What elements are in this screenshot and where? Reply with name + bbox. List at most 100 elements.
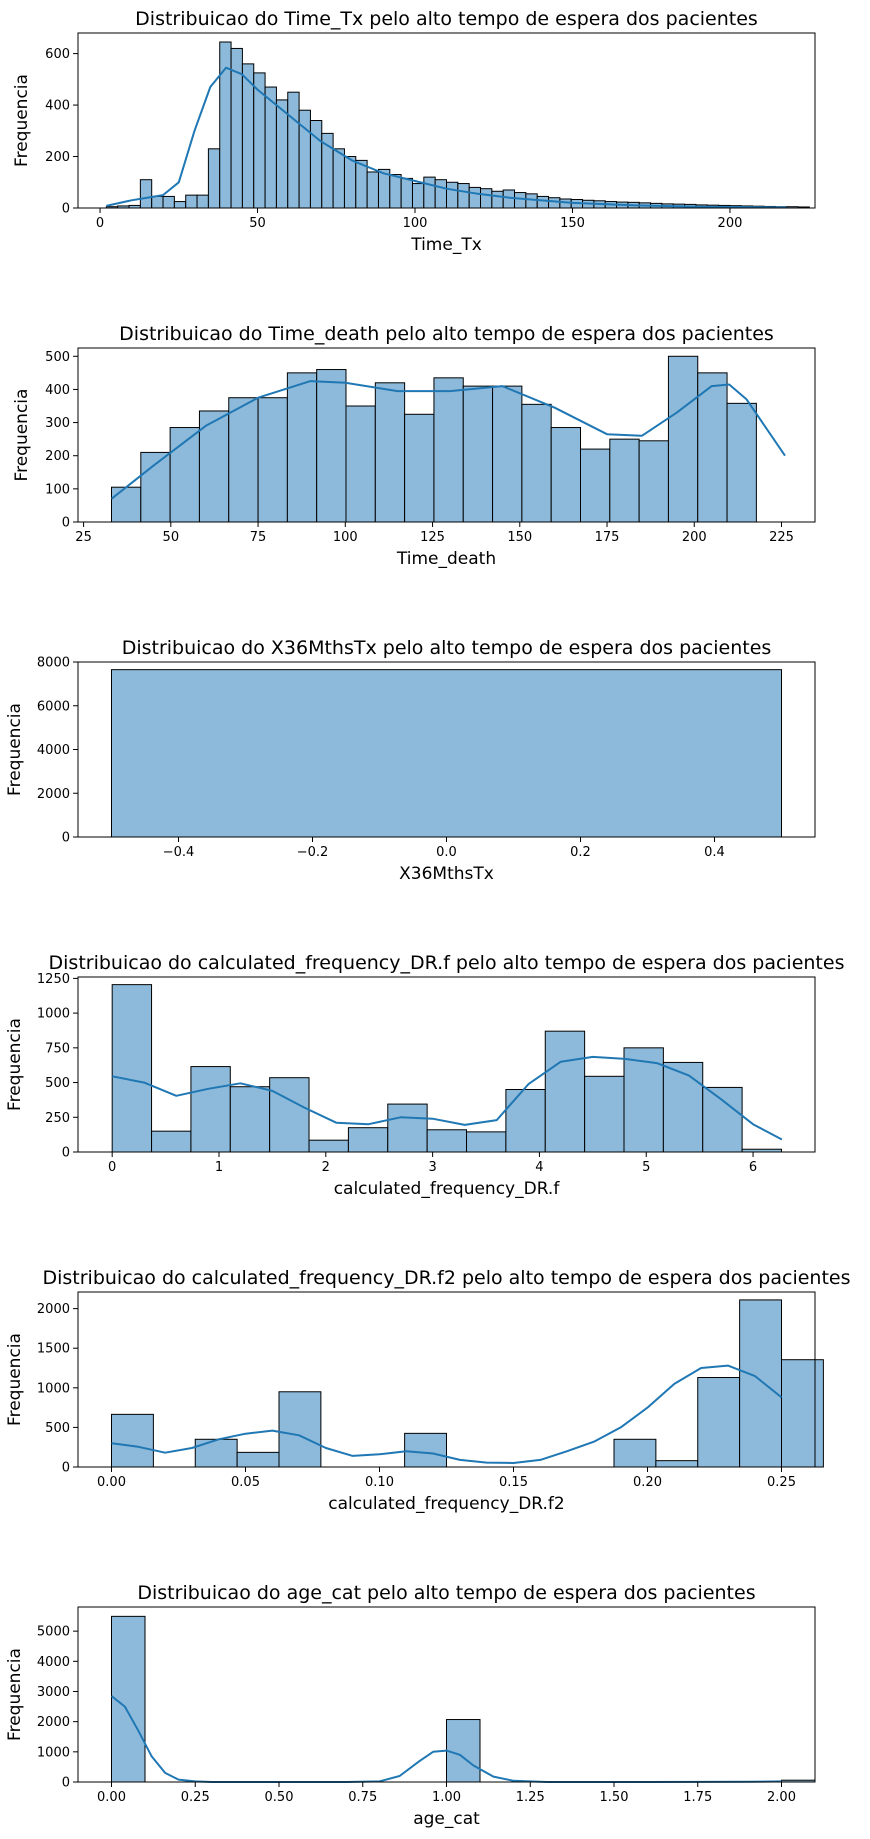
y-tick-label: 3000: [37, 1685, 70, 1700]
histogram-bar: [366, 171, 379, 209]
y-axis-label: Frequencia: [5, 1333, 25, 1426]
chart-panel-2: 25 50 75 100 125 150 175 200 225 0 100 200 300 400 500…: [12, 323, 816, 569]
kde-line: [112, 1055, 783, 1141]
x-axis-label: Time_Tx: [410, 235, 482, 255]
y-axis-label: Frequencia: [5, 1018, 25, 1111]
histogram-bar: [229, 1086, 271, 1153]
histogram-bar: [536, 195, 550, 209]
x-tick-label: 175: [595, 530, 620, 545]
histogram-bar: [111, 1615, 146, 1783]
y-tick-label: 100: [45, 482, 70, 497]
histogram-bar: [162, 195, 175, 209]
y-tick-label: 0: [62, 1776, 70, 1791]
x-tick-label: 0.2: [570, 845, 591, 860]
histogram-bar: [151, 195, 164, 209]
histogram-bar: [702, 1086, 743, 1153]
histogram-bar: [404, 413, 435, 523]
histogram-bar: [502, 189, 516, 209]
y-axis-label: Frequencia: [12, 74, 32, 167]
chart-panel-1: 0 50 100 150 200 0 200 400 600 Distribuicao do Ti…: [12, 8, 816, 255]
chart-title: Distribuicao do age_cat pelo alto tempo …: [137, 1582, 755, 1604]
histogram-bar: [198, 410, 230, 523]
histogram-bar: [426, 1129, 468, 1153]
histogram-bar: [151, 1130, 192, 1153]
x-tick-label: 225: [769, 530, 794, 545]
histogram-bar: [613, 1438, 657, 1468]
x-tick-label: 50: [163, 530, 180, 545]
x-axis-label: X36MthsTx: [399, 864, 494, 884]
x-tick-label: 1.00: [432, 1790, 461, 1805]
y-tick-label: 250: [45, 1111, 70, 1126]
kde-line: [110, 380, 786, 500]
histogram-bar: [434, 179, 447, 209]
histogram-bar: [462, 385, 494, 523]
kde-line: [111, 1364, 783, 1464]
histogram-bar: [111, 984, 153, 1153]
histogram-bar: [404, 1432, 447, 1468]
y-tick-label: 8000: [37, 656, 70, 671]
y-tick-label: 4000: [37, 1655, 70, 1670]
histogram-bar: [521, 403, 552, 523]
histogram-bar: [343, 156, 357, 209]
x-tick-label: 0.10: [365, 1475, 394, 1490]
x-tick-label: 1.25: [516, 1790, 545, 1805]
histogram-bar: [491, 190, 504, 209]
x-tick-label: 1: [215, 1160, 223, 1175]
histogram-bar: [332, 148, 345, 209]
histogram-bar: [525, 193, 538, 209]
y-tick-label: 2000: [37, 1302, 70, 1317]
histogram-bar: [638, 440, 669, 523]
histogram-bar: [264, 86, 277, 209]
histogram-bar: [468, 186, 482, 209]
x-tick-label: 4: [535, 1160, 543, 1175]
histogram-bar: [278, 1391, 322, 1468]
histogram-bar: [446, 1719, 481, 1783]
histogram-bar: [400, 177, 413, 209]
x-tick-label: 2.00: [767, 1790, 796, 1805]
x-tick-label: 0.25: [767, 1475, 796, 1490]
y-tick-label: 500: [45, 1076, 70, 1091]
histogram-bar: [550, 427, 581, 523]
y-tick-label: 0: [62, 1146, 70, 1161]
chart-panel-3: −0.4 −0.2 0.0 0.2 0.4 0 2000 4000 6000 8000 Distri…: [5, 637, 816, 884]
histogram-bar: [781, 1359, 824, 1468]
histogram-bar: [480, 188, 493, 209]
x-axis-label: calculated_frequency_DR.f: [334, 1179, 561, 1199]
chart-title: Distribuicao do calculated_frequency_DR.…: [49, 952, 845, 974]
histogram-bar: [194, 1438, 238, 1468]
x-tick-label: 0.15: [499, 1475, 528, 1490]
chart-panel-6: 0.00 0.25 0.50 0.75 1.00 1.25 1.50 1.75 2.00 0 100…: [5, 1582, 816, 1829]
histogram-bar: [433, 377, 464, 523]
histogram-bar: [492, 385, 523, 523]
y-tick-label: 1000: [37, 1007, 70, 1022]
x-tick-label: 150: [560, 216, 585, 231]
histogram-bar: [316, 369, 347, 523]
x-tick-label: 0.4: [704, 845, 725, 860]
x-tick-label: 3: [428, 1160, 436, 1175]
x-tick-label: 0.25: [181, 1790, 210, 1805]
histogram-bar: [196, 194, 209, 209]
histogram-bar: [580, 448, 611, 523]
histogram-bar: [411, 183, 425, 209]
x-tick-label: 0: [96, 216, 104, 231]
x-tick-label: 100: [403, 216, 428, 231]
x-tick-label: 6: [749, 1160, 757, 1175]
y-tick-label: 1000: [37, 1381, 70, 1396]
y-tick-label: 4000: [37, 743, 70, 758]
histogram-bar: [584, 1075, 625, 1153]
histogram-bar: [169, 427, 200, 523]
histogram-bar: [185, 194, 198, 209]
x-tick-label: 0: [108, 1160, 116, 1175]
y-tick-label: 200: [45, 449, 70, 464]
chart-title: Distribuicao do Time_Tx pelo alto tempo …: [135, 8, 758, 30]
histogram-bar: [355, 159, 368, 209]
chart-panel-5: 0.00 0.05 0.10 0.15 0.20 0.25 0 500 1000 1500 2000…: [5, 1267, 851, 1514]
histogram-bar: [739, 1299, 782, 1468]
histogram-bar: [111, 669, 782, 838]
histogram-bar: [662, 1061, 704, 1153]
histogram-bar: [286, 372, 318, 523]
y-tick-label: 1250: [37, 972, 70, 987]
y-tick-label: 300: [45, 416, 70, 431]
y-tick-label: 500: [45, 350, 70, 365]
